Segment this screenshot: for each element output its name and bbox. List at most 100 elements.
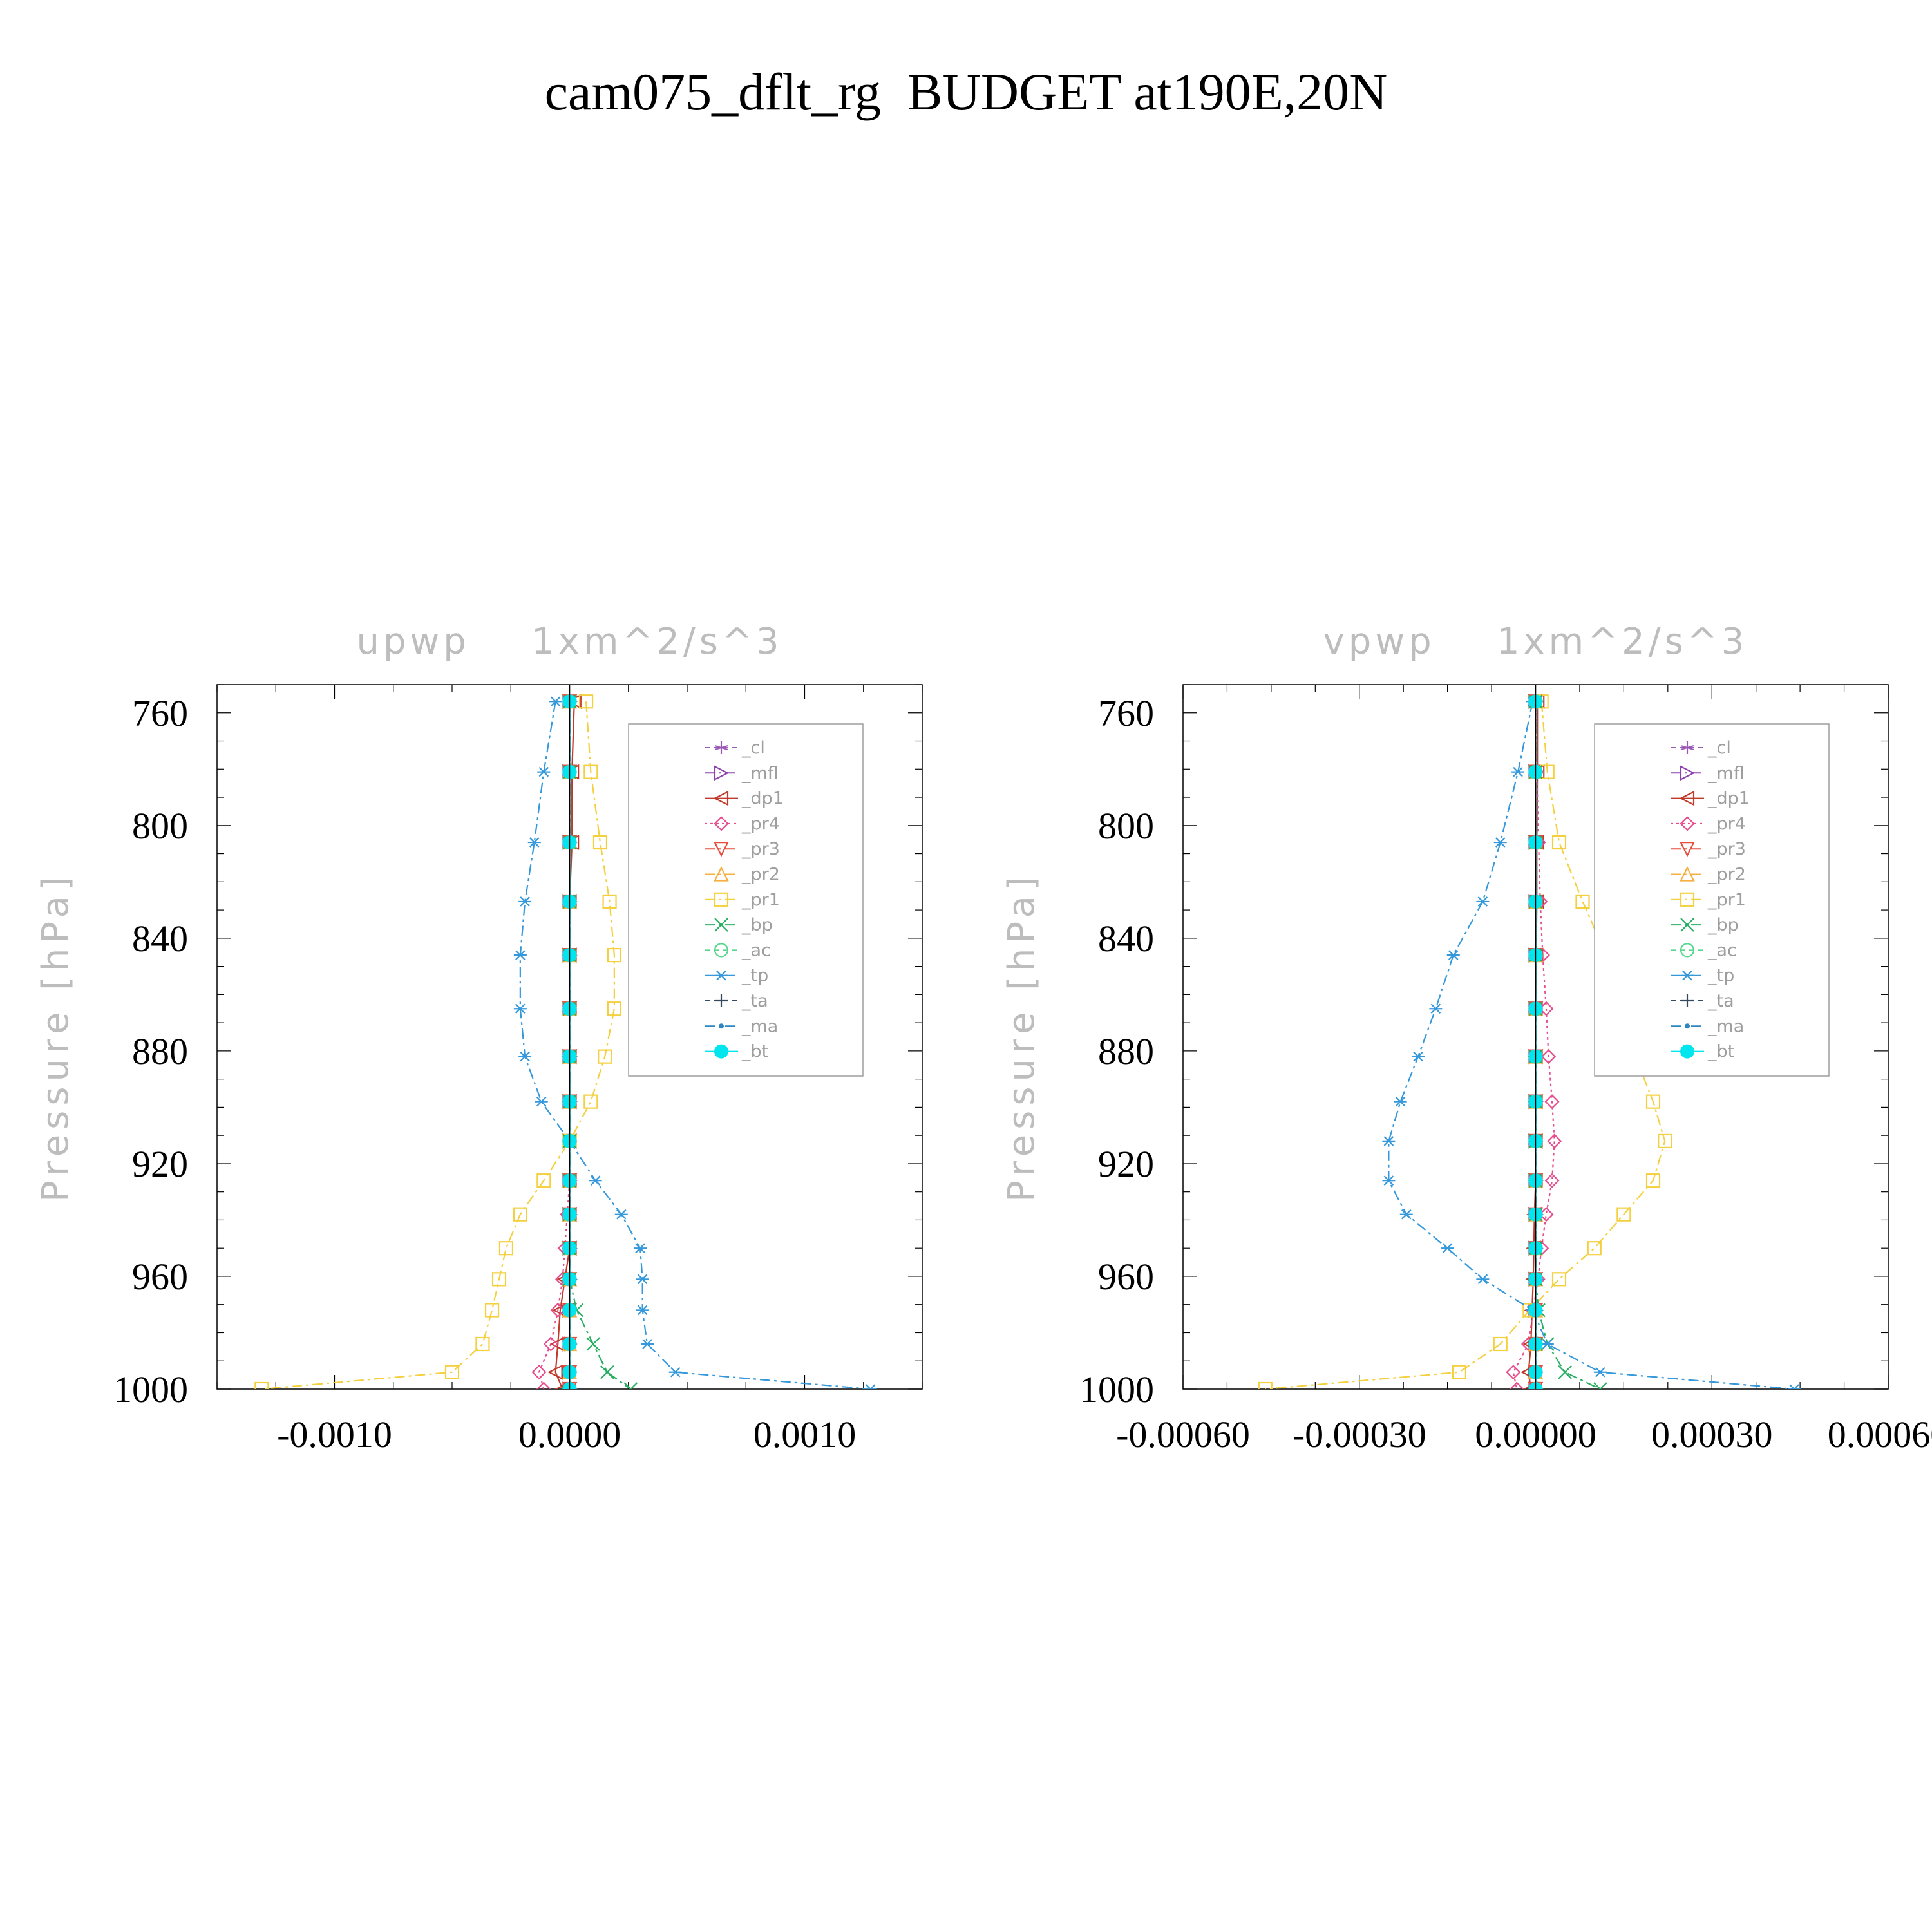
legend-label: _ta bbox=[741, 991, 768, 1011]
legend-label: _bt bbox=[1707, 1042, 1734, 1062]
data-point bbox=[498, 1241, 514, 1256]
data-point bbox=[1511, 766, 1525, 777]
data-point bbox=[1658, 1133, 1672, 1149]
legend-marker bbox=[1681, 994, 1694, 1007]
legend-label: _bt bbox=[741, 1042, 768, 1062]
data-point bbox=[640, 1339, 654, 1349]
legend-marker bbox=[714, 842, 729, 857]
data-point bbox=[1493, 1336, 1508, 1352]
legend-marker bbox=[1679, 790, 1695, 806]
vpwp-panel: vpwp 1xm^2/s^3 Pressure [hPa] -0.00060 -0.0… bbox=[1001, 621, 1932, 1455]
legend-marker bbox=[714, 765, 730, 781]
data-point bbox=[550, 1302, 565, 1318]
y-tick-label: 960 bbox=[132, 1256, 188, 1298]
legend-label: _mfl bbox=[741, 763, 779, 783]
y-tick-label: 960 bbox=[1098, 1256, 1154, 1298]
data-point bbox=[1452, 1365, 1466, 1379]
legend-label: _dp1 bbox=[1707, 789, 1750, 809]
legend-label: _pr4 bbox=[1707, 814, 1746, 834]
y-tick-label: 840 bbox=[132, 918, 188, 960]
data-point bbox=[589, 1175, 602, 1186]
data-point bbox=[583, 764, 598, 779]
data-point bbox=[1558, 1365, 1572, 1379]
x-tick-label: 0.00060 bbox=[1828, 1414, 1932, 1455]
x-tick-label: -0.0010 bbox=[277, 1414, 392, 1455]
data-point bbox=[1441, 1243, 1454, 1253]
data-point bbox=[484, 1303, 500, 1318]
x-tick-label: 0.0010 bbox=[753, 1414, 857, 1455]
legend-label: _bp bbox=[741, 915, 773, 935]
data-point bbox=[1382, 1136, 1396, 1146]
data-point bbox=[598, 1049, 612, 1064]
legend-label: _pr1 bbox=[741, 890, 780, 910]
y-tick-label: 920 bbox=[1098, 1143, 1154, 1185]
legend-marker bbox=[714, 741, 728, 754]
legend-label: _tp bbox=[741, 966, 768, 986]
legend-marker bbox=[714, 918, 728, 932]
legend-label: _dp1 bbox=[741, 789, 784, 809]
data-point bbox=[535, 1096, 548, 1107]
data-point bbox=[491, 1272, 507, 1287]
legend-marker bbox=[714, 1044, 728, 1059]
data-point bbox=[1476, 1274, 1490, 1285]
data-point bbox=[634, 1243, 647, 1253]
legend-box bbox=[628, 723, 864, 1077]
data-point bbox=[531, 1365, 547, 1380]
data-point bbox=[607, 947, 621, 963]
data-point bbox=[547, 1364, 563, 1380]
legend-label: _pr2 bbox=[1707, 865, 1746, 885]
data-point bbox=[1399, 1209, 1413, 1220]
legend-label: _cl bbox=[1707, 738, 1731, 758]
data-point bbox=[1544, 1173, 1560, 1188]
y-ticks bbox=[1183, 684, 1888, 1390]
y-tick-label: 880 bbox=[132, 1030, 188, 1072]
data-point bbox=[1616, 1207, 1631, 1222]
data-point bbox=[518, 1051, 532, 1062]
legend-marker bbox=[715, 994, 728, 1007]
y-axis-label: Pressure [hPa] bbox=[1001, 871, 1043, 1202]
y-tick-label: 840 bbox=[1098, 918, 1154, 960]
data-point bbox=[1541, 1049, 1557, 1065]
legend-label: _ma bbox=[1707, 1016, 1744, 1036]
y-tick-label: 880 bbox=[1098, 1030, 1154, 1072]
data-point bbox=[1382, 1175, 1396, 1186]
legend-marker bbox=[1680, 892, 1695, 907]
x-tick-label: -0.00060 bbox=[1116, 1414, 1250, 1455]
y-axis-label: Pressure [hPa] bbox=[35, 871, 77, 1202]
data-point bbox=[513, 1003, 527, 1014]
legend-label: _pr4 bbox=[741, 814, 780, 834]
page-title: cam075_dflt_rg BUDGET at190E,20N bbox=[545, 62, 1388, 121]
data-point bbox=[444, 1365, 460, 1379]
data-point bbox=[578, 694, 594, 709]
legend-label: _pr1 bbox=[1707, 890, 1746, 910]
data-point bbox=[1593, 1367, 1607, 1378]
data-point bbox=[1547, 1133, 1562, 1149]
data-point bbox=[636, 1274, 649, 1285]
data-point bbox=[586, 1337, 600, 1351]
data-point bbox=[513, 1207, 527, 1222]
data-point bbox=[583, 1094, 598, 1109]
legend-label: _cl bbox=[741, 738, 765, 758]
series-pr1 bbox=[254, 694, 621, 1389]
data-point bbox=[475, 1336, 490, 1352]
y-tick-label: 760 bbox=[132, 692, 188, 734]
legend-label: _ma bbox=[741, 1016, 778, 1036]
legend-label: _tp bbox=[1707, 966, 1734, 986]
data-point bbox=[1506, 1365, 1521, 1380]
x-tick-label: 0.00030 bbox=[1651, 1414, 1773, 1455]
data-point bbox=[864, 1384, 877, 1389]
legend-marker bbox=[1685, 1023, 1690, 1029]
series-line bbox=[1388, 701, 1795, 1389]
data-point bbox=[554, 1381, 570, 1389]
data-point bbox=[668, 1367, 682, 1378]
data-point bbox=[536, 1381, 551, 1389]
legend-marker bbox=[1680, 866, 1695, 882]
legend-marker bbox=[1680, 816, 1695, 831]
legend-marker bbox=[1680, 765, 1696, 781]
data-point bbox=[607, 1001, 621, 1016]
legend-marker bbox=[715, 970, 728, 981]
y-tick-label: 800 bbox=[132, 805, 188, 847]
data-point bbox=[1540, 1339, 1554, 1349]
x-ticks bbox=[1182, 685, 1889, 1389]
